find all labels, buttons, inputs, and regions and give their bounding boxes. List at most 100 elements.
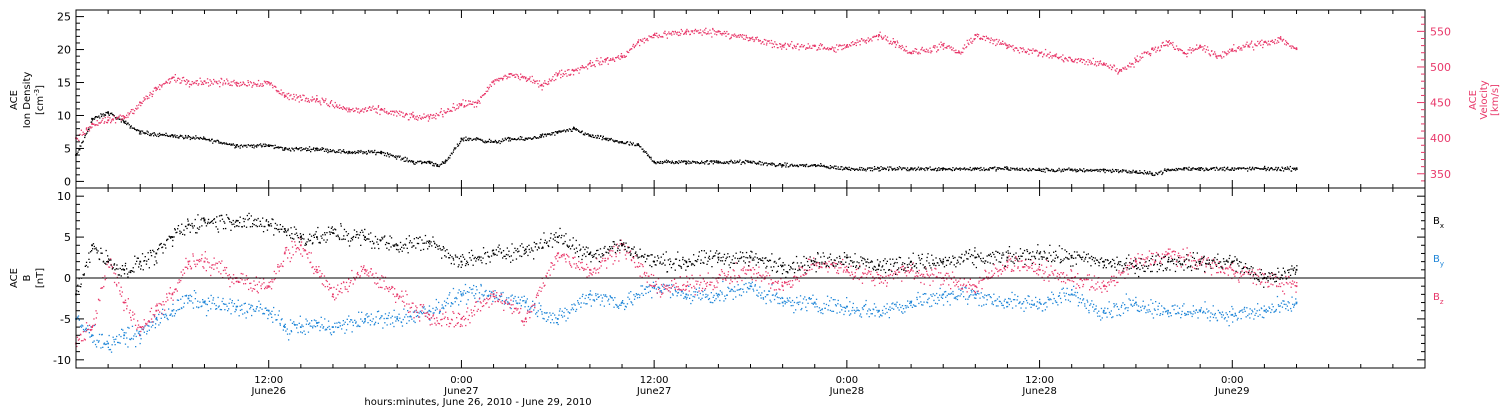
sample-dot (654, 34, 657, 36)
sample-dot (1078, 301, 1080, 304)
sample-dot (1264, 165, 1266, 168)
sample-dot (342, 320, 344, 322)
sample-dot (208, 300, 211, 302)
sample-dot (1016, 47, 1018, 49)
sample-dot (949, 293, 952, 295)
sample-dot (1259, 168, 1261, 170)
sample-dot (1090, 63, 1092, 65)
sample-dot (367, 149, 370, 152)
sample-dot (1255, 312, 1257, 314)
sample-dot (581, 295, 583, 298)
sample-dot (1184, 312, 1186, 314)
sample-dot (1145, 51, 1148, 54)
sample-dot (212, 297, 215, 299)
sample-dot (121, 291, 123, 293)
sample-dot (604, 138, 606, 140)
sample-dot (753, 290, 755, 292)
sample-dot (1117, 169, 1119, 171)
sample-dot (1091, 170, 1093, 172)
sample-dot (972, 290, 975, 292)
sample-dot (1190, 52, 1192, 54)
sample-dot (1111, 316, 1113, 319)
sample-dot (669, 33, 671, 35)
sample-dot (345, 329, 348, 331)
sample-dot (958, 168, 960, 170)
sample-dot (1067, 60, 1069, 62)
sample-dot (832, 47, 834, 49)
sample-dot (561, 310, 563, 312)
data-point (845, 268, 848, 271)
data-point (685, 30, 688, 33)
sample-dot (197, 84, 199, 86)
sample-dot (550, 314, 552, 316)
sample-dot (505, 139, 507, 141)
sample-dot (821, 308, 823, 310)
sample-dot (1245, 43, 1247, 45)
sample-dot (918, 51, 920, 53)
sample-dot (93, 318, 95, 320)
sample-dot (127, 112, 129, 114)
sample-dot (599, 304, 602, 306)
sample-dot (351, 109, 353, 111)
sample-dot (442, 306, 444, 308)
sample-dot (1100, 307, 1103, 310)
sample-dot (615, 57, 617, 59)
sample-dot (1012, 48, 1015, 51)
sample-dot (637, 143, 639, 145)
sample-dot (896, 167, 899, 169)
sample-dot (116, 276, 118, 279)
sample-dot (86, 329, 89, 331)
sample-dot (353, 152, 355, 154)
sample-dot (323, 150, 326, 152)
sample-dot (337, 149, 340, 151)
sample-dot (428, 161, 430, 163)
sample-dot (483, 294, 485, 296)
sample-dot (918, 302, 920, 305)
sample-dot (856, 307, 858, 309)
sample-dot (865, 40, 867, 42)
data-point (1279, 37, 1282, 40)
sample-dot (768, 290, 770, 292)
sample-dot (771, 46, 773, 49)
sample-dot (1253, 318, 1255, 320)
sample-dot (147, 133, 149, 135)
sample-dot (125, 301, 127, 304)
sample-dot (320, 149, 322, 151)
sample-dot (162, 134, 164, 136)
sample-dot (413, 163, 415, 165)
sample-dot (562, 75, 564, 77)
sample-dot (685, 31, 687, 34)
sample-dot (698, 297, 700, 299)
sample-dot (543, 318, 545, 320)
sample-dot (171, 292, 174, 294)
sample-dot (398, 313, 400, 315)
sample-dot (520, 73, 522, 75)
sample-dot (93, 118, 96, 120)
sample-dot (450, 302, 453, 304)
sample-dot (1249, 166, 1251, 168)
sample-dot (143, 326, 145, 328)
data-point (942, 293, 945, 296)
sample-dot (881, 38, 883, 40)
sample-dot (891, 168, 893, 170)
sample-dot (1081, 294, 1083, 296)
sample-dot (498, 140, 500, 142)
sample-dot (811, 47, 813, 49)
sample-dot (104, 279, 106, 281)
sample-dot (1099, 170, 1101, 173)
sample-dot (500, 140, 502, 142)
sample-dot (815, 298, 818, 300)
sample-dot (784, 162, 786, 164)
sample-dot (739, 159, 741, 161)
sample-dot (534, 80, 536, 82)
sample-dot (1261, 168, 1264, 170)
sample-dot (393, 110, 395, 112)
sample-dot (319, 148, 322, 150)
sample-dot (553, 132, 555, 134)
sample-dot (889, 166, 891, 168)
sample-dot (635, 293, 637, 295)
sample-dot (99, 299, 101, 302)
sample-dot (687, 160, 690, 162)
sample-dot (151, 95, 153, 98)
sample-dot (404, 114, 406, 117)
